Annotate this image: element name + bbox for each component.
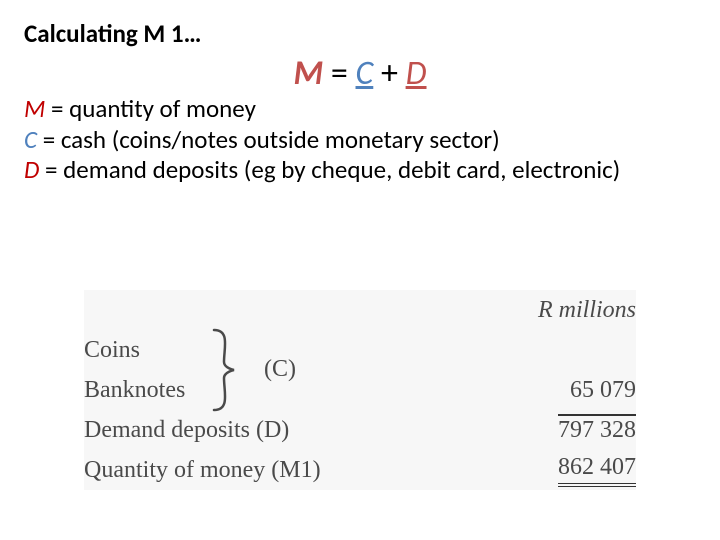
row-banknotes-label: Banknotes	[84, 377, 185, 404]
brace-icon	[206, 328, 256, 412]
def-c-var: C	[24, 124, 37, 155]
formula-term-d: D	[406, 53, 427, 94]
table-row: Coins	[84, 330, 636, 370]
row-m1-label: Quantity of money (M1)	[84, 457, 321, 484]
formula-term-c: C	[356, 53, 374, 94]
row-coins-label: Coins	[84, 337, 140, 364]
table-row: Demand deposits (D) 797 328	[84, 410, 636, 450]
def-d-text: = demand deposits (eg by cheque, debit c…	[39, 154, 620, 185]
def-c-line: C = cash (coins/notes outside monetary s…	[24, 125, 696, 156]
def-d-var: D	[24, 154, 39, 185]
table-header-label: R millions	[506, 297, 636, 324]
formula-plus: +	[373, 53, 405, 94]
def-m-text: = quantity of money	[45, 93, 256, 124]
row-deposits-value-text: 797 328	[558, 414, 636, 443]
row-banknotes-value: 65 079	[506, 377, 636, 404]
table-row: Banknotes 65 079	[84, 370, 636, 410]
bracket-c-label: (C)	[264, 356, 296, 383]
slide-title: Calculating M 1…	[24, 18, 696, 49]
def-d-line: D = demand deposits (eg by cheque, debit…	[24, 155, 696, 186]
def-m-line: M = quantity of money	[24, 94, 696, 125]
slide: Calculating M 1… M = C + D M = quantity …	[0, 0, 720, 540]
row-m1-value-text: 862 407	[558, 454, 636, 487]
row-deposits-label: Demand deposits (D)	[84, 417, 289, 444]
row-deposits-value: 797 328	[506, 417, 636, 444]
formula-equals: =	[323, 53, 355, 94]
table-header-row: R millions	[84, 290, 636, 330]
def-c-text: = cash (coins/notes outside monetary sec…	[37, 124, 500, 155]
formula: M = C + D	[24, 55, 696, 92]
table-row: Quantity of money (M1) 862 407	[84, 450, 636, 490]
def-m-var: M	[24, 93, 45, 124]
m1-table: R millions Coins Banknotes 65 079 Demand…	[84, 290, 636, 490]
row-m1-value: 862 407	[506, 454, 636, 487]
formula-term-m: M	[293, 53, 323, 94]
definitions: M = quantity of money C = cash (coins/no…	[24, 94, 696, 186]
